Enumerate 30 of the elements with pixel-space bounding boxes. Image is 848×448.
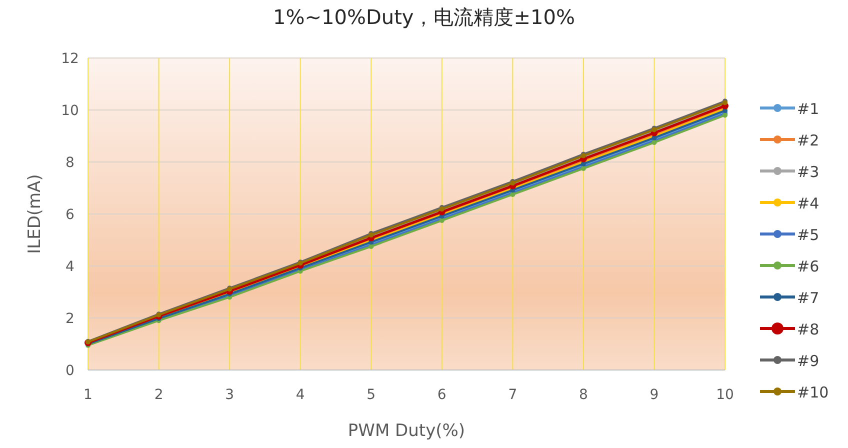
legend-label: #6 — [797, 258, 820, 276]
legend-label: #5 — [797, 226, 820, 244]
y-tick-label: 2 — [66, 311, 74, 327]
legend-label: #7 — [797, 289, 820, 307]
y-tick-label: 0 — [66, 363, 74, 379]
x-tick-label: 9 — [650, 387, 659, 403]
y-tick-label: 10 — [61, 103, 79, 119]
legend-label: #4 — [797, 194, 820, 212]
x-tick-label: 8 — [578, 387, 588, 403]
x-tick-label: 1 — [84, 387, 92, 403]
x-tick-label: 2 — [154, 387, 164, 403]
x-tick-label: 6 — [437, 387, 446, 403]
legend-label: #9 — [797, 352, 820, 370]
legend-label: #3 — [797, 163, 820, 181]
legend-label: #2 — [797, 132, 820, 150]
x-axis-title: PWM Duty(%) — [348, 421, 466, 441]
legend-label: #8 — [797, 320, 820, 338]
x-tick-label: 7 — [508, 387, 518, 403]
y-tick-label: 4 — [66, 259, 75, 275]
legend-label: #10 — [797, 384, 829, 402]
legend-label: #1 — [797, 100, 820, 118]
chart-title: 1%~10%Duty，电流精度±10% — [273, 5, 575, 29]
y-axis-title: ILED(mA) — [25, 174, 45, 254]
x-tick-label: 4 — [296, 387, 305, 403]
x-tick-label: 10 — [716, 387, 734, 403]
y-tick-label: 12 — [61, 51, 79, 67]
x-tick-label: 5 — [366, 387, 376, 403]
x-tick-label: 3 — [225, 387, 234, 403]
y-tick-label: 8 — [66, 155, 74, 171]
y-tick-label: 6 — [66, 207, 75, 223]
